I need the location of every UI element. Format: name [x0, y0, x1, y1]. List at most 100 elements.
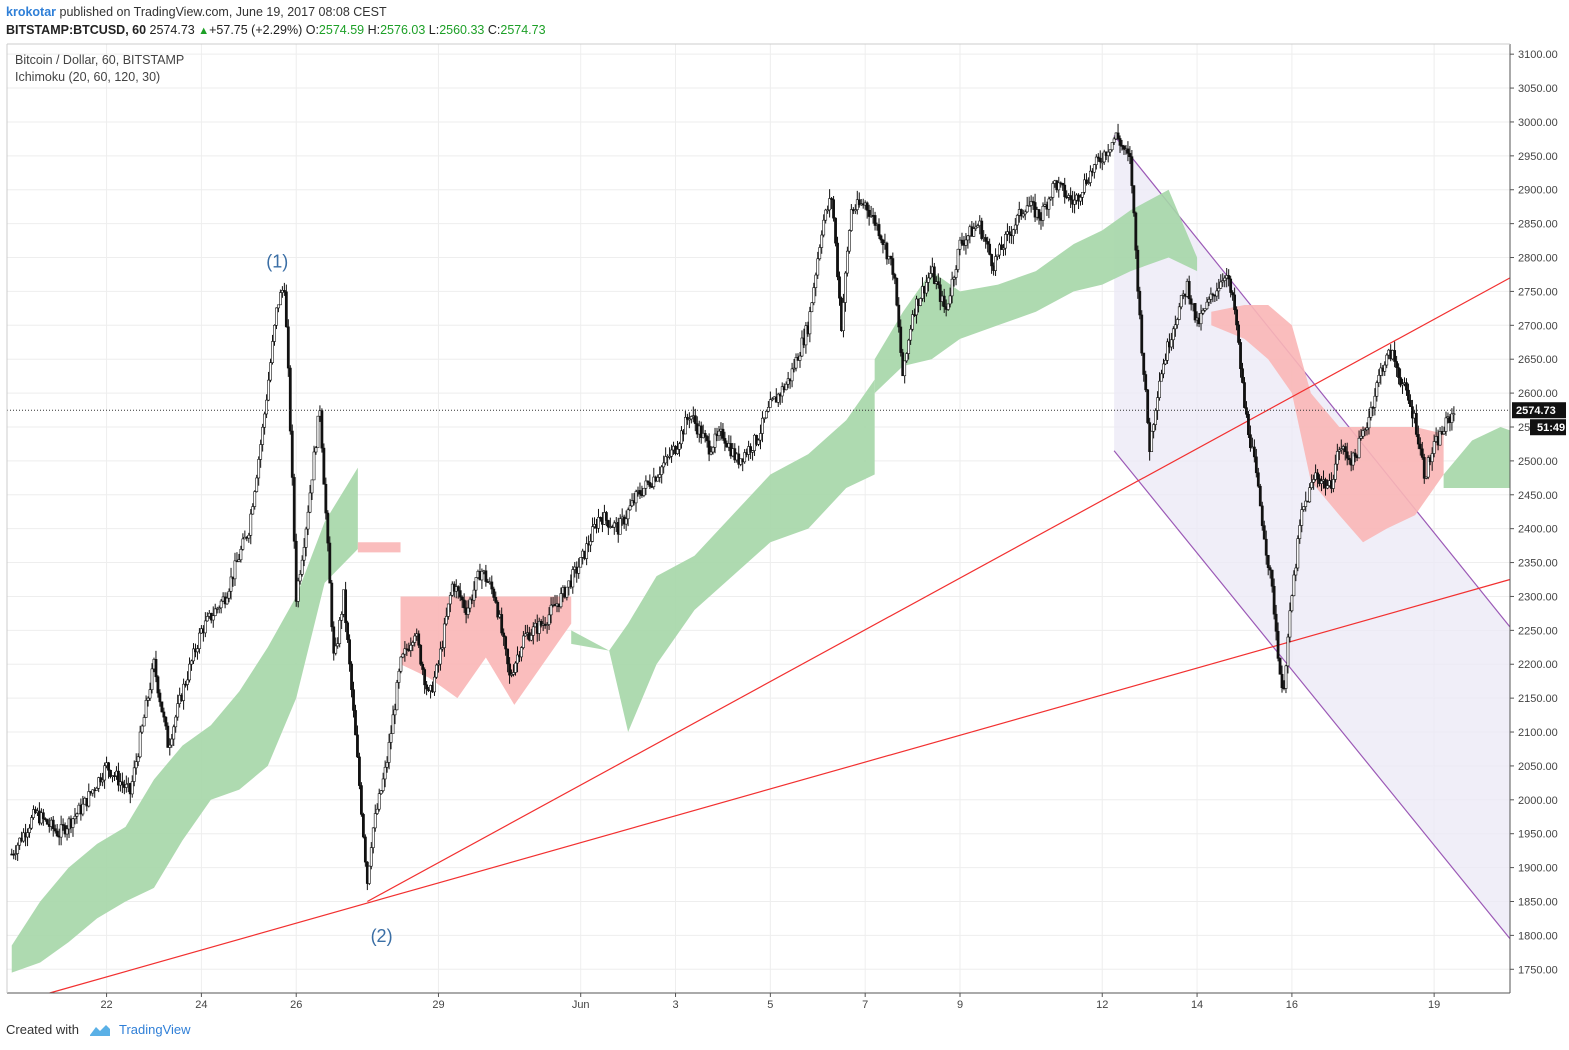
- legend-indicator[interactable]: Ichimoku (20, 60, 120, 30): [15, 70, 161, 84]
- candle-body: [249, 513, 253, 536]
- candle-body: [271, 341, 274, 363]
- candle-body: [1357, 437, 1361, 459]
- y-tick-label: 1850.00: [1518, 896, 1558, 908]
- up-triangle-icon: ▲: [198, 25, 210, 37]
- candle-body: [1452, 413, 1456, 416]
- candle-body: [441, 647, 444, 650]
- candle-body: [120, 781, 124, 785]
- candle-body: [763, 417, 766, 420]
- candle-body: [1409, 399, 1412, 407]
- candle-body: [1081, 191, 1084, 198]
- candle-body: [176, 703, 180, 718]
- candle-body: [158, 692, 162, 703]
- candle-body: [1379, 367, 1383, 376]
- candle-body: [484, 570, 488, 582]
- candle-body: [794, 357, 798, 369]
- candle-body: [612, 522, 616, 528]
- y-tick-label: 2450.00: [1518, 490, 1558, 502]
- candle-body: [585, 543, 589, 559]
- candle-body: [1235, 309, 1238, 326]
- candle-body: [150, 668, 154, 690]
- candle-body: [1444, 417, 1448, 432]
- candle-body: [780, 386, 784, 397]
- candle-body: [960, 239, 964, 244]
- candle-body: [227, 590, 231, 599]
- candle-body: [1096, 156, 1100, 159]
- candle-body: [1347, 457, 1351, 461]
- candle-body: [1063, 184, 1067, 198]
- candle-body: [117, 770, 120, 786]
- candle-body: [1249, 434, 1252, 448]
- candle-body: [1276, 630, 1280, 659]
- candle-body: [926, 277, 930, 283]
- candle-body: [354, 710, 357, 736]
- candle-body: [903, 360, 907, 377]
- candle-body: [751, 450, 754, 453]
- y-tick-label: 2900.00: [1518, 185, 1558, 197]
- candle-body: [1290, 595, 1294, 612]
- candle-body: [755, 434, 758, 445]
- candle-body: [899, 326, 903, 353]
- candle-body: [132, 767, 136, 782]
- candle-body: [1377, 375, 1381, 383]
- candle-body: [332, 626, 336, 654]
- candle-body: [1088, 170, 1092, 183]
- candle-body: [1405, 382, 1408, 391]
- candle-body: [468, 598, 472, 609]
- candle-body: [198, 632, 201, 649]
- candle-body: [30, 817, 33, 829]
- candle-body: [71, 818, 75, 828]
- published-text: published on TradingView.com, June 19, 2…: [59, 5, 387, 19]
- candle-body: [1331, 479, 1335, 489]
- candle-body: [417, 633, 421, 646]
- candle-body: [247, 534, 251, 539]
- publisher-name[interactable]: krokotar: [6, 5, 57, 19]
- candle-body: [217, 607, 221, 610]
- candle-body: [628, 505, 632, 511]
- tradingview-logo-icon: [89, 1024, 110, 1036]
- candle-body: [964, 239, 968, 246]
- candle-body: [328, 542, 332, 584]
- candle-body: [320, 410, 324, 449]
- candle-body: [43, 818, 47, 820]
- y-tick-label: 2000.00: [1518, 795, 1558, 807]
- y-tick-label: 2250.00: [1518, 625, 1558, 637]
- candle-body: [95, 787, 99, 791]
- candle-body: [490, 581, 494, 590]
- candle-body: [182, 683, 186, 701]
- candle-body: [397, 670, 401, 683]
- y-tick-label: 2500.00: [1518, 456, 1558, 468]
- candle-body: [32, 809, 35, 818]
- candle-body: [1021, 213, 1025, 217]
- candle-body: [1029, 201, 1033, 206]
- tradingview-brand[interactable]: TradingView: [118, 1022, 191, 1037]
- candle-body: [458, 590, 462, 598]
- candle-body: [411, 642, 415, 646]
- candle-body: [162, 711, 166, 718]
- candle-body: [1199, 313, 1203, 325]
- legend-title: Bitcoin / Dollar, 60, BITSTAMP: [15, 53, 185, 67]
- candle-body: [1102, 151, 1106, 163]
- candle-body: [172, 726, 176, 740]
- candle-body: [1375, 382, 1379, 397]
- x-tick-label: 22: [100, 999, 112, 1011]
- x-tick-label: 3: [672, 999, 678, 1011]
- candle-body: [1015, 215, 1019, 226]
- candle-body: [919, 298, 922, 306]
- y-tick-label: 2600.00: [1518, 388, 1558, 400]
- candle-body: [1316, 472, 1319, 480]
- candle-body: [1187, 281, 1191, 300]
- candle-body: [1207, 299, 1211, 303]
- candle-body: [915, 298, 918, 316]
- candle-body: [1371, 407, 1375, 409]
- close-label: C:: [487, 23, 501, 37]
- candle-body: [1266, 554, 1270, 568]
- y-tick-label: 2200.00: [1518, 659, 1558, 671]
- candle-body: [284, 291, 288, 328]
- candle-body: [770, 398, 774, 401]
- candle-body: [670, 449, 673, 457]
- candle-body: [743, 452, 747, 463]
- candle-body: [1361, 430, 1365, 437]
- candle-body: [279, 292, 282, 306]
